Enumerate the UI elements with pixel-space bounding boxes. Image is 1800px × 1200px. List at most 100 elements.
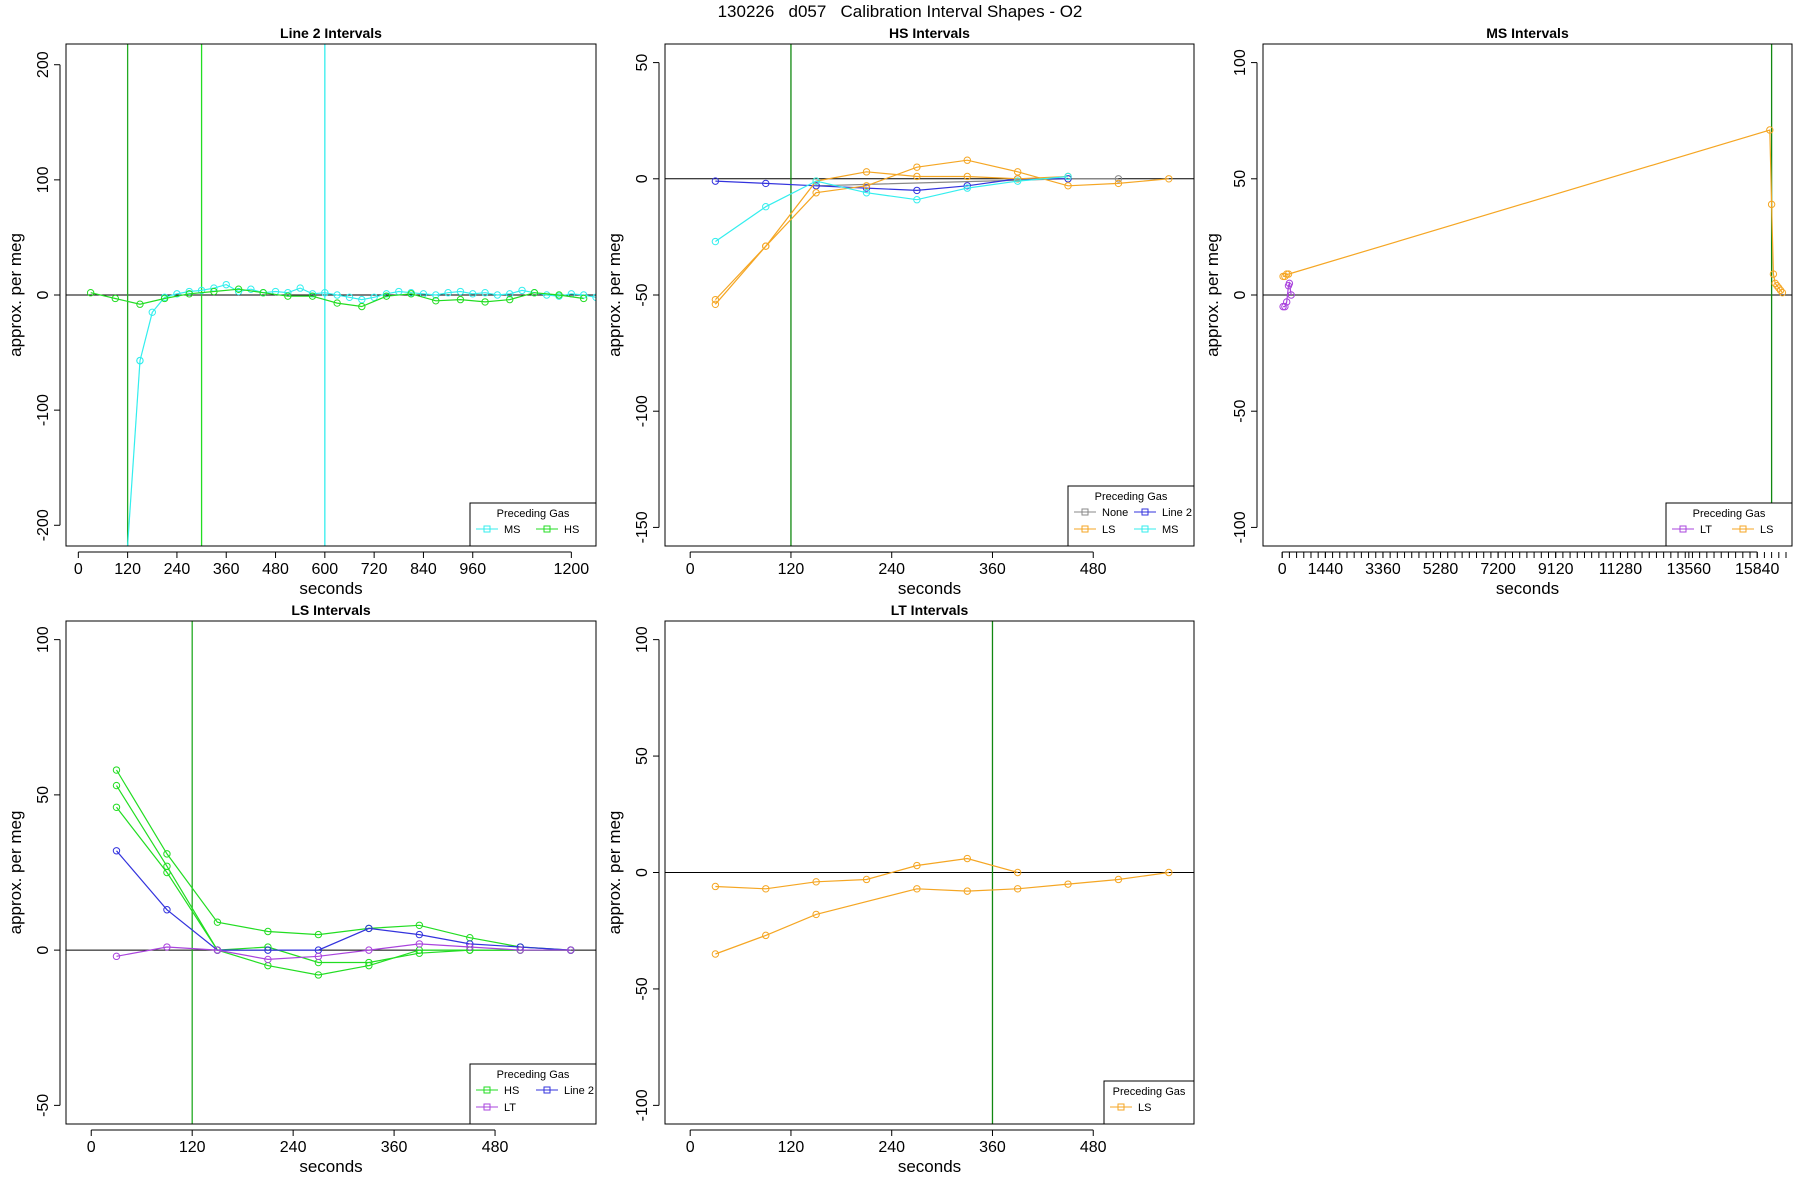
data-point [284,292,292,300]
legend-swatch-marker [543,525,551,533]
data-point [762,242,770,250]
data-point [234,287,243,296]
y-tick-label: 0 [1232,290,1249,299]
x-tick-label: 480 [1080,1139,1107,1156]
data-point [913,885,921,893]
data-point [1281,272,1289,281]
legend-entry-label: MS [504,524,521,536]
legend-entry-label: Line 2 [564,1085,594,1097]
legend-swatch-marker [483,525,491,533]
data-point [415,930,424,939]
y-tick-label: 0 [35,290,52,299]
data-point [415,940,424,948]
data-point [213,946,222,954]
series-line-hs [115,785,571,976]
x-tick-label: 1200 [554,561,590,578]
legend: Preceding Gas LS [1103,1080,1195,1125]
data-point [711,295,720,304]
y-tick-label: 50 [634,54,651,72]
x-tick-label: 840 [410,561,437,578]
legend-swatch-marker [543,1086,551,1094]
data-point [365,946,373,954]
plot-area [665,44,1194,546]
data-point [358,302,366,311]
data-point [163,868,171,877]
data-point [963,184,971,192]
data-point [185,290,193,298]
legend-swatch-marker [483,1086,491,1094]
legend-swatch-marker [483,1103,491,1111]
data-point [530,288,539,297]
legend-entry-label: None [1102,507,1128,519]
data-point [913,861,921,870]
y-tick-label: -50 [634,977,651,1000]
legend-entry-label: LT [1700,524,1712,536]
data-point [963,854,971,863]
series-line-ms [139,283,596,361]
data-point [1766,126,1774,134]
data-point [160,294,169,303]
y-tick-label: 0 [35,946,52,955]
data-point [333,299,341,307]
data-point [345,293,354,302]
data-point [862,182,871,190]
y-axis-label: approx. per meg [605,811,624,935]
y-tick-label: -100 [1232,511,1249,543]
data-point [173,290,181,298]
data-point [222,280,230,289]
chart-panel-4: LS Intervals 0 120 240 360 480 seconds -50 0 50 10… [6,602,597,1176]
x-tick-label: 600 [311,561,338,578]
legend-swatch-marker [1739,525,1747,533]
data-point [382,292,391,300]
data-point [382,290,391,298]
data-point [1013,168,1022,176]
chart-title: HS Intervals [889,25,970,41]
data-point [333,291,341,299]
data-point [1285,279,1294,288]
data-point [1165,175,1173,183]
data-point [913,196,921,204]
legend-title: Preceding Gas [497,1069,570,1081]
plot-frame [664,620,1195,1125]
data-point [163,906,171,914]
data-point [112,847,121,855]
data-point [506,295,514,304]
data-point [762,931,770,940]
data-point [913,172,921,181]
x-tick-label: 240 [280,1139,307,1156]
series-line-ms [715,175,1069,242]
plot-area [1263,44,1792,546]
data-point [415,921,424,929]
series-line-lt [1283,281,1292,308]
plot-area [66,44,596,546]
legend-entry-label: LT [504,1102,516,1114]
x-tick-label: 13560 [1667,561,1712,578]
y-tick-label: -100 [35,394,52,426]
y-tick-label: 0 [634,174,651,183]
x-tick-label: 15840 [1735,561,1780,578]
series-line-ls [1283,129,1783,294]
data-point [321,288,329,297]
data-point [1284,270,1293,278]
data-point [308,290,317,298]
data-point [1778,288,1787,297]
data-point [314,930,323,939]
y-tick-label: 100 [634,626,651,653]
series-line-ls [714,171,1069,305]
x-tick-label: 960 [459,561,486,578]
series-line-line-2 [116,850,571,951]
y-tick-label: -200 [35,509,52,541]
data-point [913,163,921,171]
legend-entry-label: HS [564,524,579,536]
data-point [234,285,243,293]
x-tick-label: 240 [878,561,905,578]
x-tick-label: 360 [381,1139,408,1156]
y-axis-label: approx. per meg [6,811,25,935]
legend-title: Preceding Gas [1113,1086,1186,1098]
y-tick-label: 100 [35,166,52,193]
legend-swatch-marker [1679,525,1687,533]
legend-swatch-marker [1141,508,1149,516]
data-point [264,946,272,954]
data-point [862,168,871,176]
y-tick-label: -100 [634,395,651,427]
